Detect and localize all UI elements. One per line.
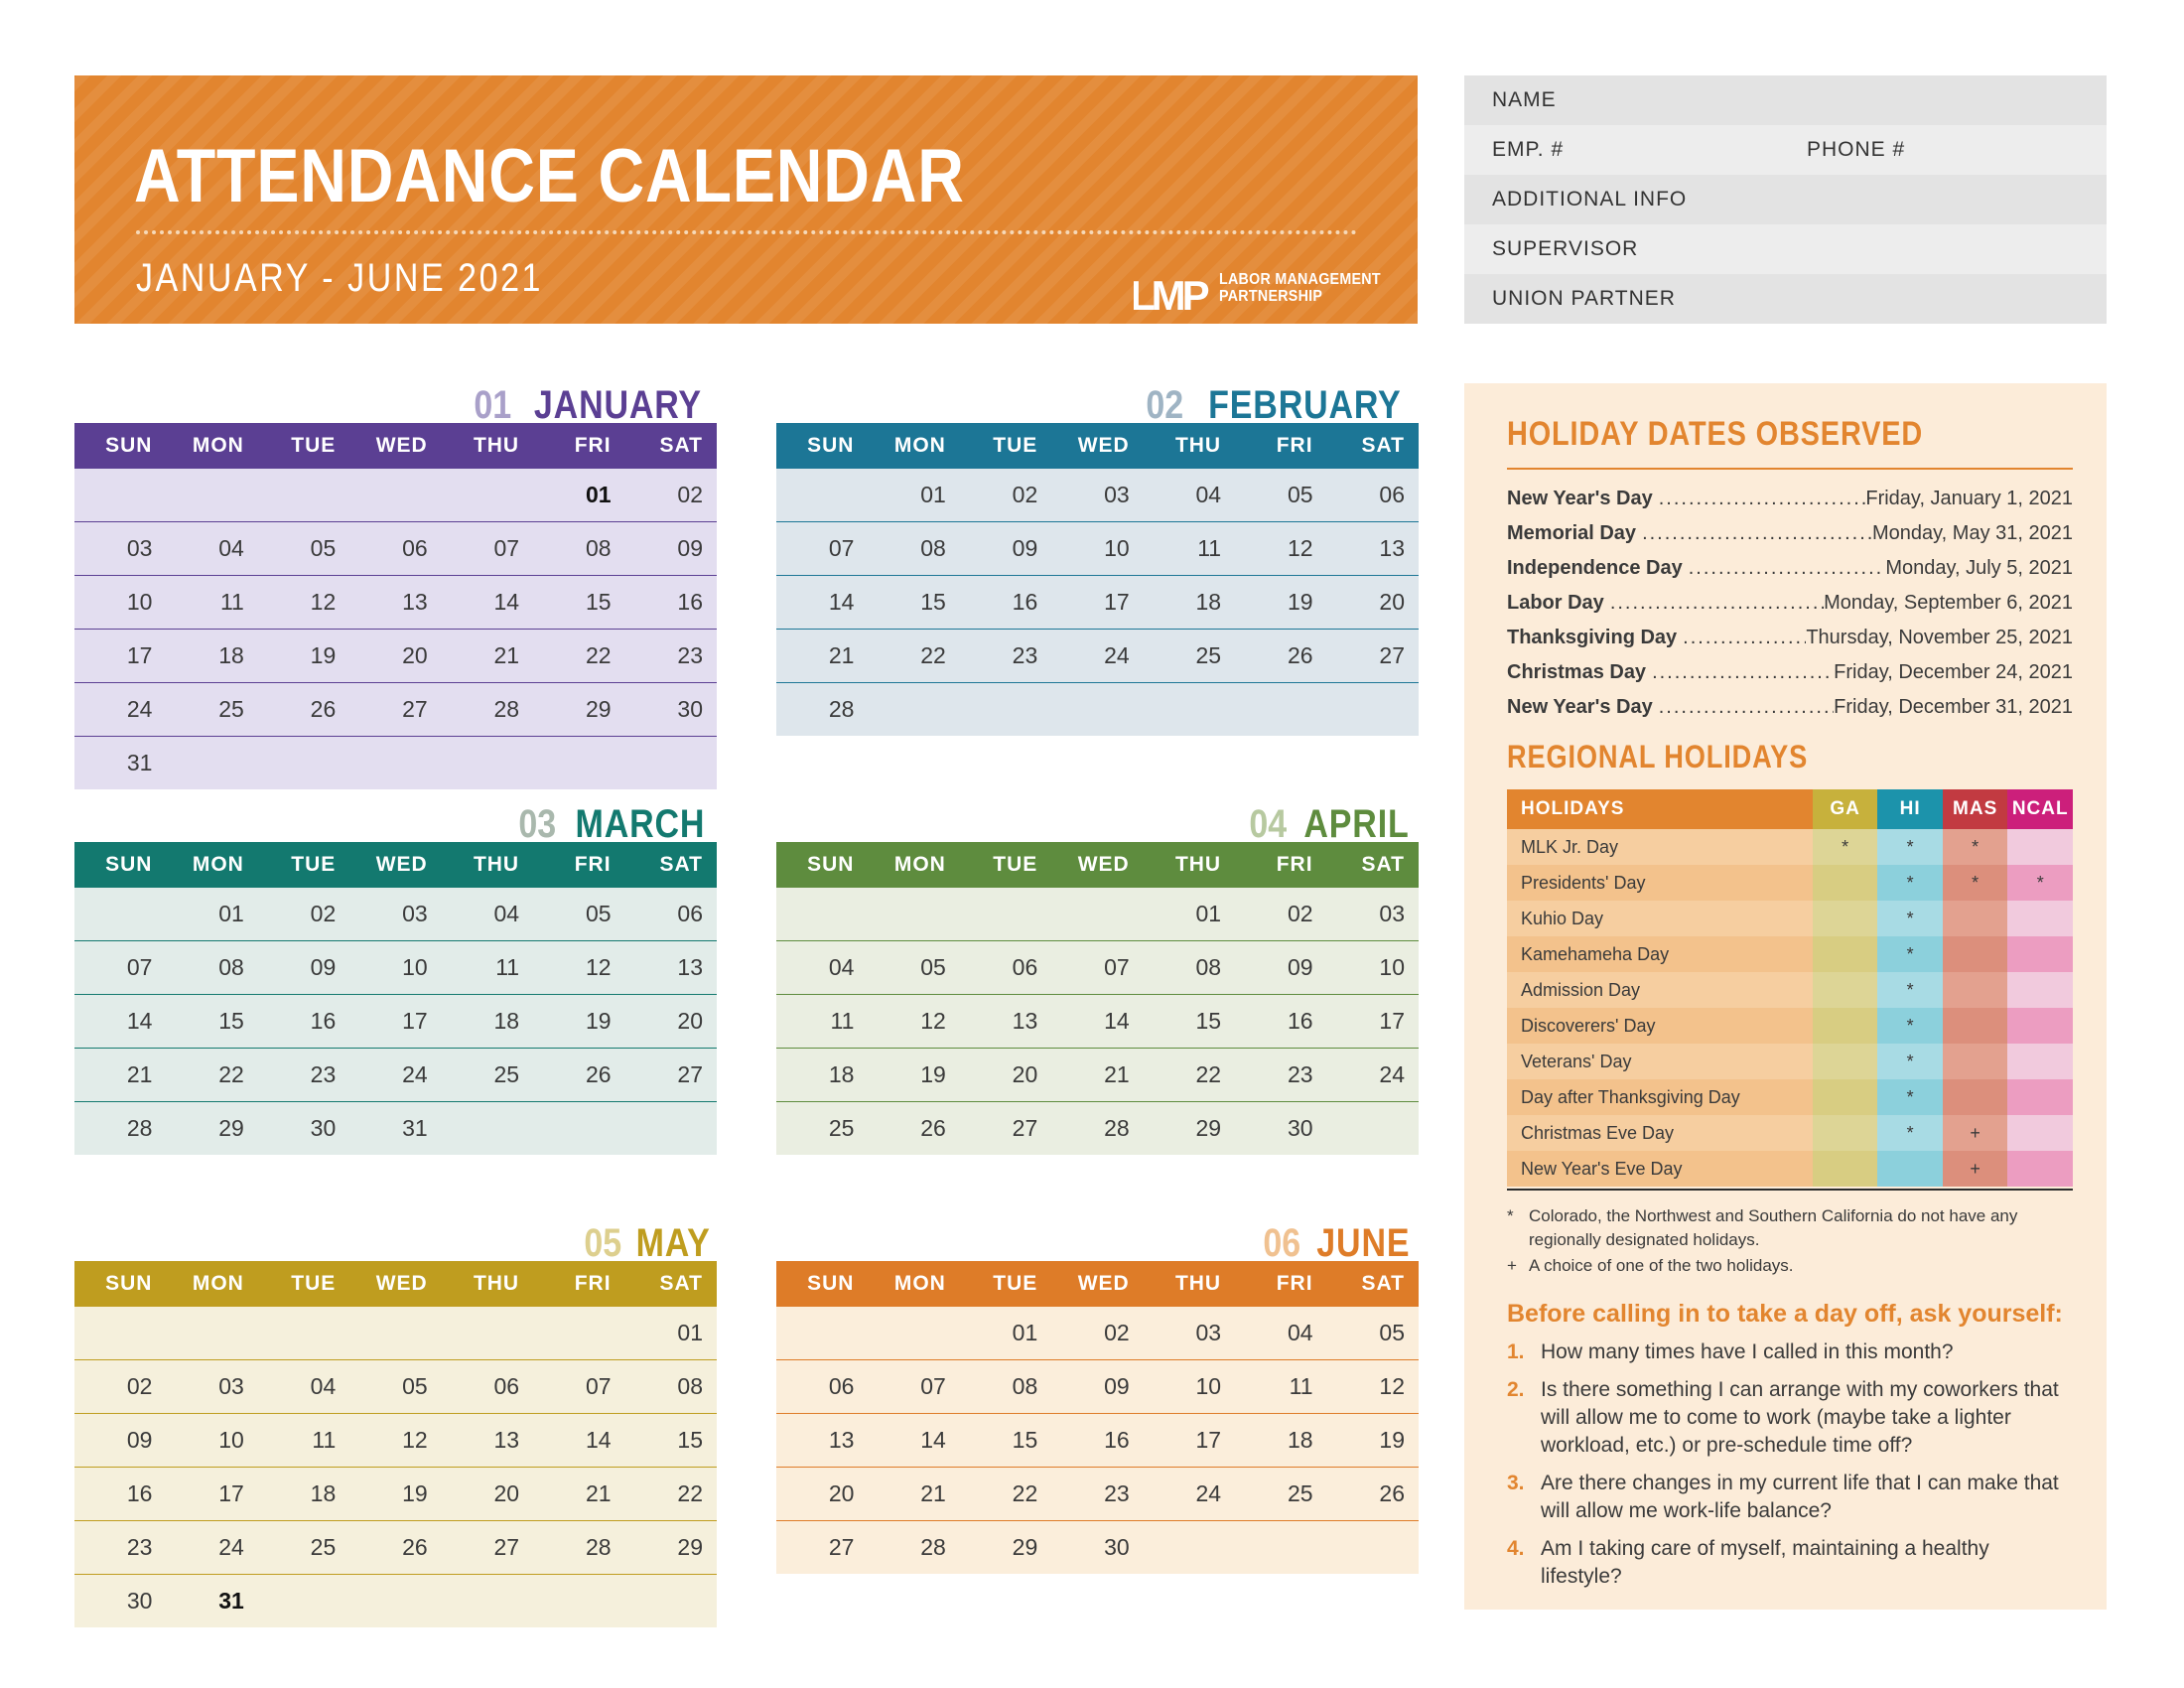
svg-text:LMP: LMP <box>1134 272 1209 319</box>
